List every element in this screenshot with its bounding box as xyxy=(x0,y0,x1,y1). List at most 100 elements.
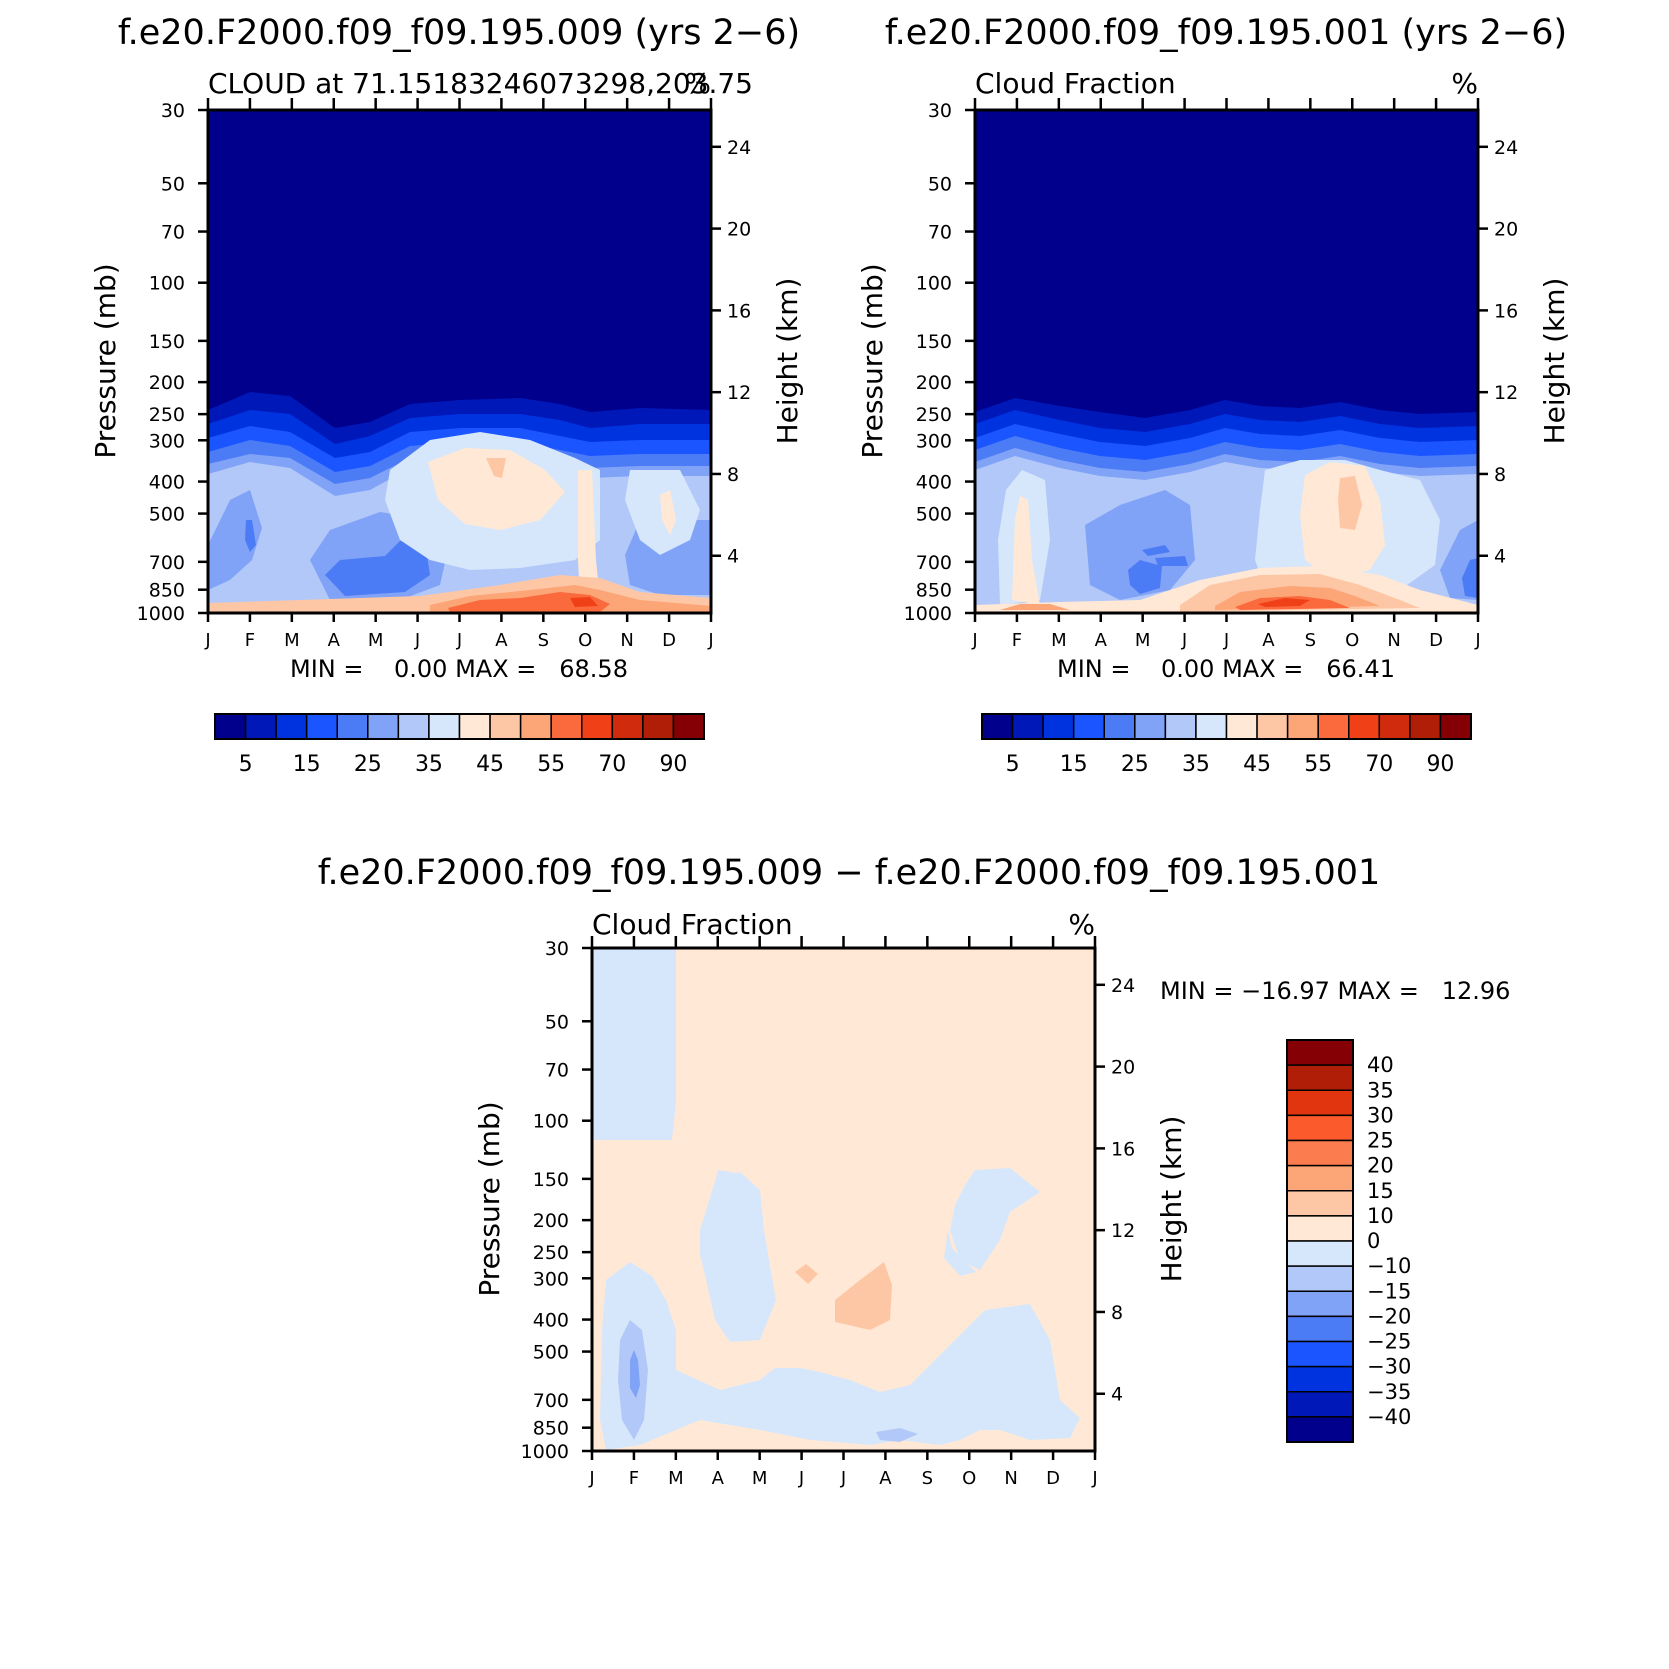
panel-3-axes: J F M A M J J A S O N D J 30 50 70 100 150 200 250 300 400 500… xyxy=(521,936,1135,1489)
panel-3-title-left: Cloud Fraction xyxy=(592,908,793,941)
x-tick-label: S xyxy=(538,630,549,651)
y-tick-label: 30 xyxy=(928,100,952,122)
colorbar-swatch xyxy=(458,713,491,740)
panel-1-title-left: CLOUD at 71.15183246073298,203.75 xyxy=(208,67,753,100)
contour-fill-45-50 xyxy=(1338,476,1362,530)
x-tick-label: J xyxy=(456,630,462,651)
colorbar-swatch xyxy=(1409,713,1442,740)
x-tick-label: J xyxy=(798,1468,804,1489)
y-tick-label: 150 xyxy=(149,331,185,353)
colorbar-swatch xyxy=(1286,1089,1354,1117)
colorbar-swatch xyxy=(1286,1265,1354,1292)
x-tick-label: M xyxy=(368,630,384,651)
x-tick-label: D xyxy=(1046,1468,1060,1489)
colorbar-label: 90 xyxy=(659,752,687,777)
y-tick-label: 1000 xyxy=(521,1441,569,1463)
colorbar-swatch xyxy=(1225,713,1258,740)
y-tick-label: 70 xyxy=(545,1060,569,1082)
y-tick-label: 50 xyxy=(545,1011,569,1033)
y-tick-label: 300 xyxy=(916,430,952,452)
panel-2-contour-field xyxy=(975,110,1478,613)
x-tick-label: J xyxy=(1474,630,1480,651)
y-tick-label: 300 xyxy=(533,1268,569,1290)
contour-fill-neg15-neg10-small xyxy=(876,1428,918,1442)
panel-3-title-right: % xyxy=(1068,908,1095,941)
colorbar-swatch xyxy=(1286,1190,1354,1217)
colorbar-label: −10 xyxy=(1367,1254,1411,1278)
y2-tick-label: 16 xyxy=(1494,300,1518,322)
x-tick-label: O xyxy=(578,630,592,651)
colorbar-label: 55 xyxy=(1304,752,1332,777)
panel-2-axes: J F M A M J J A S O N D J 30 50 70 100 150 200 250 300 400 500… xyxy=(904,98,1518,651)
y-tick-label: 850 xyxy=(149,580,185,602)
panel-1-colorbar: 5 15 25 35 45 55 70 90 xyxy=(214,713,705,777)
contour-fill-15-20-mid-c xyxy=(1155,556,1188,566)
panel-3-ylabel: Pressure (mb) xyxy=(473,1101,506,1296)
colorbar-label: 90 xyxy=(1426,752,1454,777)
colorbar-swatch xyxy=(336,713,369,740)
contour-fill-15-20-right xyxy=(1462,558,1478,598)
panel-1-stats: MIN = 0.00 MAX = 68.58 xyxy=(290,655,628,683)
contour-fill-40-45-spot xyxy=(660,490,676,535)
colorbar-swatch xyxy=(1286,1240,1354,1267)
y-tick-label: 1000 xyxy=(904,603,952,625)
colorbar-label: −25 xyxy=(1367,1330,1411,1354)
contour-fill-neg10-0-centertop xyxy=(716,1170,740,1178)
colorbar-label: 45 xyxy=(476,752,504,777)
colorbar-swatch xyxy=(275,713,308,740)
colorbar-label: 5 xyxy=(239,752,253,777)
contour-fill-70-80 xyxy=(1258,598,1310,607)
contour-fill-15-20-spot xyxy=(245,520,256,552)
colorbar-swatch xyxy=(1286,713,1319,740)
colorbar-frame xyxy=(981,713,1472,740)
panel-3-ylabel-right: Height (km) xyxy=(1155,1116,1188,1283)
panel-1: f.e20.F2000.f09_f09.195.009 (yrs 2−6) CL… xyxy=(89,13,804,777)
y2-tick-label: 20 xyxy=(1494,219,1518,241)
panel-3: f.e20.F2000.f09_f09.195.009 − f.e20.F200… xyxy=(318,853,1511,1489)
x-tick-label: J xyxy=(204,630,210,651)
colorbar-swatch xyxy=(1286,1039,1354,1066)
contour-fill-neg10-0-right xyxy=(950,1168,1040,1270)
colorbar-frame xyxy=(214,713,705,740)
y-tick-label: 100 xyxy=(916,273,952,295)
colorbar-swatch xyxy=(1286,1365,1354,1393)
contour-fill-neg10-0-center xyxy=(700,1172,776,1342)
colorbar-swatch xyxy=(214,713,247,740)
colorbar-label: 70 xyxy=(1365,752,1393,777)
x-tick-label: F xyxy=(1012,630,1022,651)
colorbar-swatch xyxy=(244,713,277,740)
x-tick-label: N xyxy=(1004,1468,1017,1489)
colorbar-label: −15 xyxy=(1367,1279,1411,1303)
contour-fill-40-45 xyxy=(428,448,565,530)
x-tick-label: M xyxy=(284,630,300,651)
x-tick-label: M xyxy=(1051,630,1067,651)
contour-fill-neg20-neg15 xyxy=(630,1350,640,1398)
x-tick-label: F xyxy=(629,1468,639,1489)
x-tick-label: J xyxy=(1223,630,1229,651)
colorbar-swatch xyxy=(1286,1391,1354,1418)
y2-tick-label: 4 xyxy=(727,546,739,568)
x-tick-label: J xyxy=(588,1468,594,1489)
y2-tick-label: 12 xyxy=(1111,1220,1135,1242)
contour-fill-20-25-mid xyxy=(208,490,262,590)
panel-2-ylabel: Pressure (mb) xyxy=(856,263,889,458)
colorbar-swatch xyxy=(1286,1290,1354,1318)
x-tick-label: A xyxy=(879,1468,892,1489)
colorbar-swatch xyxy=(1286,1315,1354,1343)
contour-fill-40-45-vert xyxy=(578,470,600,600)
y-tick-label: 850 xyxy=(533,1418,569,1440)
x-tick-label: A xyxy=(1262,630,1275,651)
contour-fill-neg10-0-left xyxy=(600,1262,1080,1450)
colorbar-label: 10 xyxy=(1367,1204,1394,1228)
colorbar-label: 20 xyxy=(1367,1154,1394,1178)
colorbar-label: 35 xyxy=(415,752,443,777)
contour-fill-10-15-a xyxy=(835,1262,892,1330)
y2-tick-label: 4 xyxy=(1494,546,1506,568)
colorbar-swatch xyxy=(1378,713,1411,740)
y2-tick-label: 8 xyxy=(727,464,739,486)
x-tick-label: S xyxy=(1305,630,1316,651)
panel-2-title-left: Cloud Fraction xyxy=(975,67,1176,100)
contour-fill-20-25-mid xyxy=(1085,490,1195,600)
x-tick-label: O xyxy=(1345,630,1359,651)
colorbar-swatch xyxy=(1164,713,1197,740)
